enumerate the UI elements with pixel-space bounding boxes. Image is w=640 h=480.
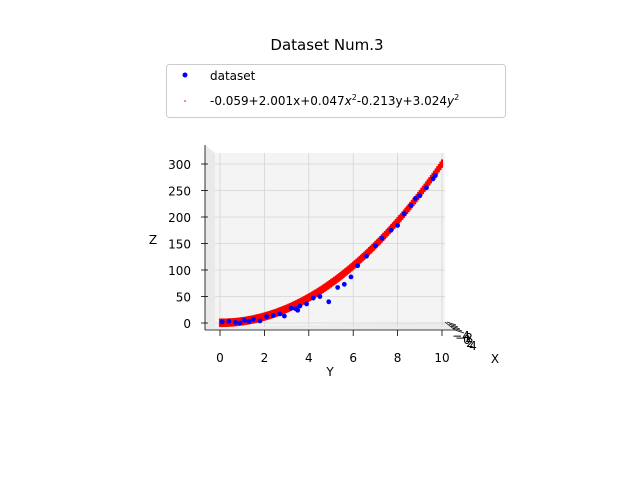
data-point [297, 303, 303, 309]
x-axis-line [444, 321, 456, 331]
data-point [364, 253, 369, 259]
x-tick-label: −4 [452, 329, 470, 343]
x-tick-mark [454, 329, 465, 334]
data-point [335, 285, 341, 290]
data-point [237, 320, 243, 326]
y-tick-label: 8 [394, 351, 402, 365]
data-point [326, 299, 332, 305]
data-point [226, 319, 232, 324]
legend-fit-exponent-2: 2 [454, 93, 459, 102]
y-tick-label: 6 [349, 351, 357, 365]
z-tick-label: 100 [168, 264, 191, 278]
legend-box [166, 64, 506, 118]
legend-fit-part-2: x [344, 94, 353, 108]
data-points [219, 173, 438, 326]
back-pane [215, 153, 445, 327]
floor-pane [205, 322, 455, 330]
data-point [408, 202, 414, 208]
data-point [388, 227, 394, 233]
z-tick-label: 200 [168, 211, 191, 225]
x-tick-label: −2 [455, 331, 473, 345]
data-point [304, 301, 309, 307]
fit-point [440, 162, 444, 166]
legend-fit-part-3: -0.213y+3.024 [357, 94, 447, 108]
x-tick-mark [452, 327, 463, 332]
x-axis-label: X [491, 352, 499, 366]
data-point [270, 313, 276, 318]
legend-marker-dataset [182, 72, 188, 78]
z-tick-label: 150 [168, 238, 191, 252]
legend-label-fit: -0.059+2.001x+0.047x2-0.213y+3.024y2 [210, 93, 459, 108]
x-tick-label: 4 [469, 339, 477, 353]
x-tick-label: 0 [463, 333, 471, 347]
legend-label-dataset: dataset [210, 69, 256, 83]
z-ticks: 0 50 100 150 200 250 300 [168, 158, 208, 331]
z-tick-label: 250 [168, 185, 191, 199]
data-point [250, 316, 256, 322]
data-point [417, 193, 423, 199]
data-point [281, 313, 287, 319]
legend-fit-part-4: y [446, 94, 455, 108]
data-point [288, 305, 294, 311]
data-point [233, 320, 238, 325]
y-tick-label: 0 [216, 351, 224, 365]
y-tick-label: 10 [434, 351, 449, 365]
data-point [379, 235, 385, 241]
fit-point [440, 161, 444, 164]
legend: dataset -0.059+2.001x+0.047x2-0.213y+3.0… [166, 64, 506, 118]
data-point [310, 295, 316, 301]
data-point [277, 311, 283, 317]
data-point [401, 211, 407, 217]
data-point [257, 318, 263, 324]
gridlines [215, 153, 445, 327]
legend-fit-exponent-1: 2 [352, 93, 357, 102]
z-axis-label: Z [149, 233, 157, 247]
data-point [373, 243, 378, 249]
y-ticks: 0 2 4 6 8 10 [216, 330, 450, 365]
data-point [395, 223, 400, 228]
z-tick-label: 50 [176, 291, 191, 305]
data-point [348, 274, 354, 280]
x-tick-mark [448, 323, 459, 328]
data-point [246, 319, 252, 324]
x-tick-mark [450, 325, 461, 330]
data-point [242, 317, 247, 323]
z-tick-label: 0 [183, 317, 191, 331]
y-tick-label: 4 [305, 351, 313, 365]
y-axis-label: Y [325, 365, 334, 379]
z-tick-label: 300 [168, 158, 191, 172]
y-tick-label: 2 [261, 351, 269, 365]
data-point [355, 263, 361, 269]
data-point [219, 319, 225, 325]
data-point [341, 281, 347, 287]
x-tick-mark [446, 321, 457, 326]
x-tick-label: 2 [466, 336, 474, 350]
data-point [424, 185, 429, 191]
legend-fit-part-1: -0.059+2.001x+0.047 [210, 94, 345, 108]
legend-marker-fit [184, 100, 186, 102]
data-point [264, 314, 270, 320]
fit-point [440, 159, 444, 162]
data-point [412, 196, 418, 201]
chart-title: Dataset Num.3 [270, 36, 383, 54]
left-pane [205, 145, 215, 330]
data-point [317, 294, 323, 299]
data-point [432, 173, 438, 179]
data-point [295, 307, 301, 313]
